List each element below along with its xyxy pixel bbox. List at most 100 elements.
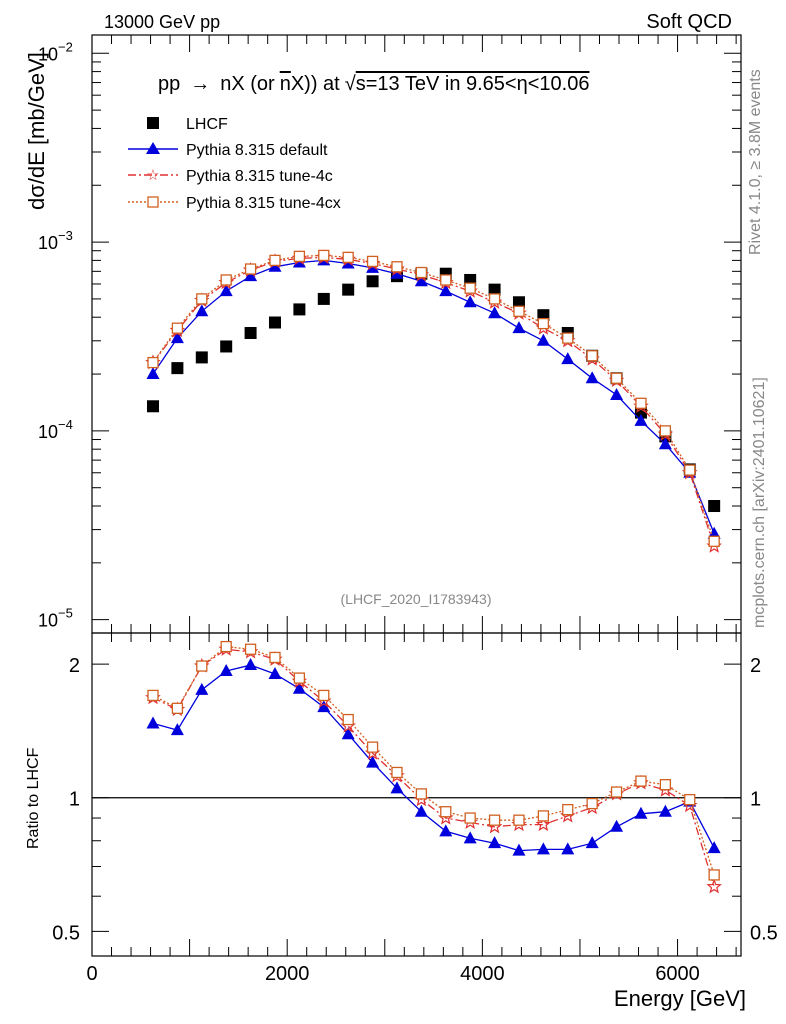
- main-point-pythia-8-315-tune-4cx: [659, 425, 672, 437]
- legend: LHCF Pythia 8.315 default ☆ Pythia 8.315…: [128, 116, 341, 212]
- main-point-lhcf: [708, 500, 721, 513]
- main-series-pythia-8-315-tune-4c: [145, 249, 722, 553]
- ratio-line-pythia-8-315-default: [152, 664, 715, 852]
- ratio-y-tick-label: 0.5: [52, 922, 80, 944]
- title-part-a: pp: [158, 73, 180, 95]
- main-point-pythia-8-315-tune-4cx: [635, 397, 647, 409]
- x-tick-label: 6000: [655, 963, 700, 985]
- main-point-pythia-8-315-default: [610, 387, 624, 400]
- ratio-panel: 0.5 0.5 1 1 2 2 0 2000 4000 6000: [52, 632, 778, 985]
- ratio-point-pythia-8-315-tune-4cx: [684, 794, 696, 806]
- ratio-point-pythia-8-315-default: [195, 682, 209, 695]
- ratio-y-tick-label-right: 1: [750, 789, 761, 811]
- main-point-pythia-8-315-tune-4cx: [391, 261, 403, 273]
- ratio-point-pythia-8-315-default: [146, 716, 160, 729]
- ratio-point-pythia-8-315-tune-4cx: [269, 651, 281, 664]
- ratio-y-tick-label-right: 0.5: [750, 922, 778, 944]
- main-point-lhcf: [195, 351, 208, 364]
- main-line-pythia-8-315-tune-4c: [152, 256, 715, 547]
- ratio-point-pythia-8-315-default: [585, 836, 599, 849]
- ratio-point-pythia-8-315-tune-4cx: [610, 786, 623, 798]
- ratio-point-pythia-8-315-tune-4cx: [488, 814, 501, 826]
- main-point-pythia-8-315-default: [414, 274, 428, 287]
- main-point-pythia-8-315-default: [439, 284, 453, 297]
- main-panel: 10−2 10−3 10−4 10−5 pp → nX (or nX)) at √s=13 T…: [38, 34, 742, 634]
- category-label: Soft QCD: [646, 11, 732, 33]
- ratio-point-pythia-8-315-tune-4cx: [244, 643, 257, 655]
- main-point-lhcf: [317, 292, 330, 305]
- ratio-point-pythia-8-315-tune-4cx: [196, 660, 208, 672]
- main-point-pythia-8-315-default: [634, 413, 648, 426]
- main-point-pythia-8-315-tune-4cx: [513, 305, 525, 317]
- ratio-series-pythia-8-315-tune-4c: [145, 641, 722, 894]
- main-point-pythia-8-315-default: [536, 333, 550, 346]
- top-ylabel: dσ/dE [mb/GeV]: [24, 52, 49, 210]
- main-point-pythia-8-315-default: [463, 295, 477, 308]
- ratio-series-pythia-8-315-tune-4cx: [147, 640, 720, 881]
- ratio-point-pythia-8-315-default: [317, 700, 331, 713]
- main-point-pythia-8-315-default: [512, 321, 526, 334]
- y-tick-label: 10−2: [38, 39, 73, 64]
- ratio-point-pythia-8-315-default: [390, 781, 404, 794]
- main-point-pythia-8-315-tune-4cx: [537, 317, 550, 330]
- ratio-point-pythia-8-315-tune-4cx: [318, 689, 330, 702]
- main-point-pythia-8-315-tune-4cx: [366, 255, 379, 268]
- main-y-tick-labels: 10−2 10−3 10−4 10−5: [38, 39, 73, 630]
- ratio-y-tick-label-right: 2: [750, 655, 761, 677]
- legend-entry-default: Pythia 8.315 default: [128, 142, 328, 159]
- main-point-pythia-8-315-default: [488, 306, 502, 319]
- ratio-point-pythia-8-315-default: [561, 842, 575, 855]
- ratio-point-pythia-8-315-default: [439, 824, 453, 837]
- ratio-point-pythia-8-315-tune-4cx: [708, 869, 720, 881]
- ratio-point-pythia-8-315-tune-4cx: [415, 788, 428, 800]
- main-point-pythia-8-315-tune-4cx: [708, 535, 720, 547]
- x-tick-label: 2000: [265, 963, 310, 985]
- main-axis-ticks: [91, 35, 741, 633]
- legend-marker-tune4c: ☆: [146, 167, 159, 184]
- main-point-pythia-8-315-default: [170, 331, 184, 344]
- ratio-axis-ticks: [91, 633, 741, 956]
- ratio-line-pythia-8-315-tune-4cx: [152, 645, 715, 876]
- ratio-point-pythia-8-315-tune-4cx: [220, 640, 232, 653]
- ratio-point-pythia-8-315-tune-4cx: [586, 797, 598, 810]
- main-point-lhcf: [220, 340, 233, 353]
- legend-label-tune4cx: Pythia 8.315 tune-4cx: [186, 195, 341, 212]
- ratio-point-pythia-8-315-tune-4cx: [537, 810, 550, 822]
- ratio-point-pythia-8-315-tune-4cx: [635, 775, 647, 787]
- ratio-point-pythia-8-315-tune-4cx: [440, 806, 452, 818]
- title-part-b: nX (or: [220, 73, 275, 95]
- ratio-point-pythia-8-315-default: [658, 804, 672, 817]
- ratio-point-pythia-8-315-default: [292, 681, 306, 694]
- ratio-point-pythia-8-315-default: [170, 723, 184, 736]
- main-point-lhcf: [512, 296, 525, 309]
- ratio-tick-labels: 0.5 0.5 1 1 2 2 0 2000 4000 6000: [52, 655, 778, 985]
- mcplots-credit-label: mcplots.cern.ch [arXiv:2401.10621]: [751, 377, 768, 628]
- main-point-pythia-8-315-default: [658, 437, 672, 450]
- main-title: pp → nX (or nX)) at √s=13 TeV in 9.65<η<10.0…: [158, 73, 589, 95]
- main-point-lhcf: [244, 326, 257, 339]
- main-point-pythia-8-315-default: [195, 304, 209, 317]
- ratio-point-pythia-8-315-tune-4cx: [366, 741, 379, 753]
- main-point-pythia-8-315-tune-4cx: [171, 322, 184, 334]
- main-point-lhcf: [366, 275, 379, 288]
- ratio-y-tick-label: 2: [69, 655, 80, 677]
- main-point-pythia-8-315-tune-4cx: [684, 464, 696, 476]
- main-point-pythia-8-315-tune-4cx: [610, 372, 623, 384]
- legend-label-default: Pythia 8.315 default: [186, 142, 328, 159]
- main-point-lhcf: [146, 400, 159, 413]
- ratio-point-pythia-8-315-default: [634, 806, 648, 819]
- analysis-id-watermark: (LHCF_2020_I1783943): [341, 591, 492, 607]
- main-point-pythia-8-315-tune-4cx: [464, 282, 476, 294]
- main-point-pythia-8-315-default: [219, 284, 233, 297]
- x-tick-label: 0: [86, 963, 97, 985]
- main-point-pythia-8-315-default: [585, 371, 599, 384]
- main-point-pythia-8-315-tune-4cx: [269, 254, 281, 267]
- ratio-point-pythia-8-315-tune-4cx: [147, 689, 159, 702]
- title-arrow: →: [190, 73, 210, 95]
- ratio-frame: [91, 632, 742, 957]
- ratio-point-pythia-8-315-default: [536, 842, 550, 855]
- ratio-point-pythia-8-315-tune-4cx: [342, 713, 354, 726]
- ratio-point-pythia-8-315-default: [244, 658, 258, 671]
- ratio-point-pythia-8-315-tune-4cx: [171, 702, 184, 714]
- ratio-point-pythia-8-315-tune-4c: [706, 878, 722, 894]
